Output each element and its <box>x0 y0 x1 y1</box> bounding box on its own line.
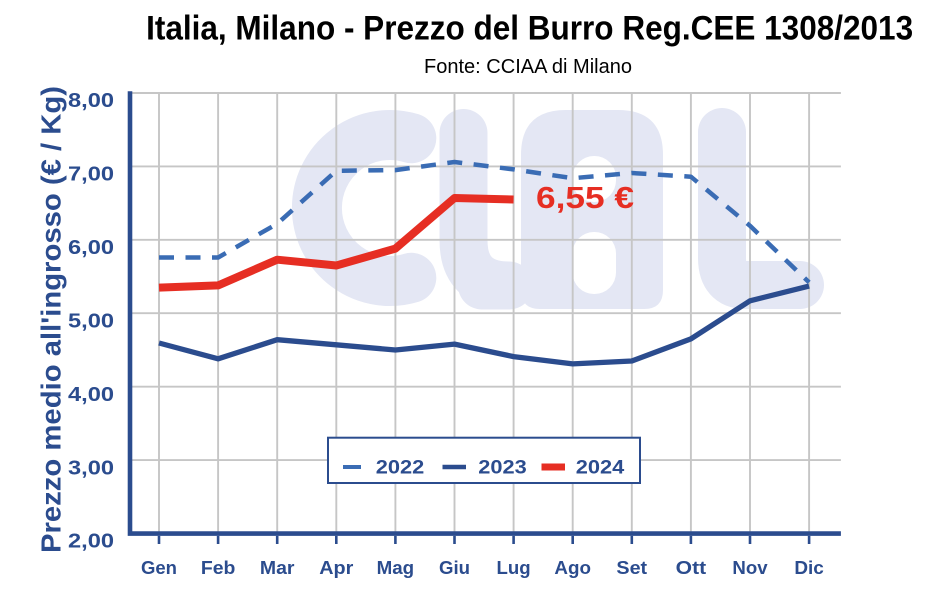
svg-text:Ott: Ott <box>676 558 707 578</box>
svg-text:Mag: Mag <box>377 558 415 578</box>
svg-text:Prezzo medio all'ingrosso (€ /: Prezzo medio all'ingrosso (€ / Kg) <box>36 86 67 553</box>
svg-text:Ago: Ago <box>554 558 591 578</box>
svg-text:8,00: 8,00 <box>68 90 114 112</box>
svg-text:Apr: Apr <box>319 558 353 578</box>
svg-text:6,00: 6,00 <box>68 237 114 259</box>
svg-text:Set: Set <box>616 558 647 578</box>
svg-text:5,00: 5,00 <box>68 311 114 333</box>
svg-text:4,00: 4,00 <box>68 384 114 406</box>
svg-text:Lug: Lug <box>497 558 531 578</box>
svg-text:Mar: Mar <box>260 558 295 578</box>
svg-text:Giu: Giu <box>439 558 470 578</box>
svg-text:Gen: Gen <box>141 558 177 578</box>
svg-text:2022: 2022 <box>376 458 425 479</box>
svg-text:2,00: 2,00 <box>68 531 114 553</box>
svg-text:Feb: Feb <box>201 558 236 578</box>
svg-text:Nov: Nov <box>732 558 767 578</box>
svg-text:Italia, Milano - Prezzo del Bu: Italia, Milano - Prezzo del Burro Reg.CE… <box>146 10 913 48</box>
svg-text:Fonte: CCIAA di Milano: Fonte: CCIAA di Milano <box>424 55 632 78</box>
svg-text:2023: 2023 <box>478 458 527 479</box>
svg-text:7,00: 7,00 <box>68 164 114 186</box>
svg-text:6,55 €: 6,55 € <box>536 181 634 215</box>
svg-text:3,00: 3,00 <box>68 457 114 479</box>
svg-text:2024: 2024 <box>576 458 625 479</box>
svg-text:Dic: Dic <box>794 558 824 578</box>
